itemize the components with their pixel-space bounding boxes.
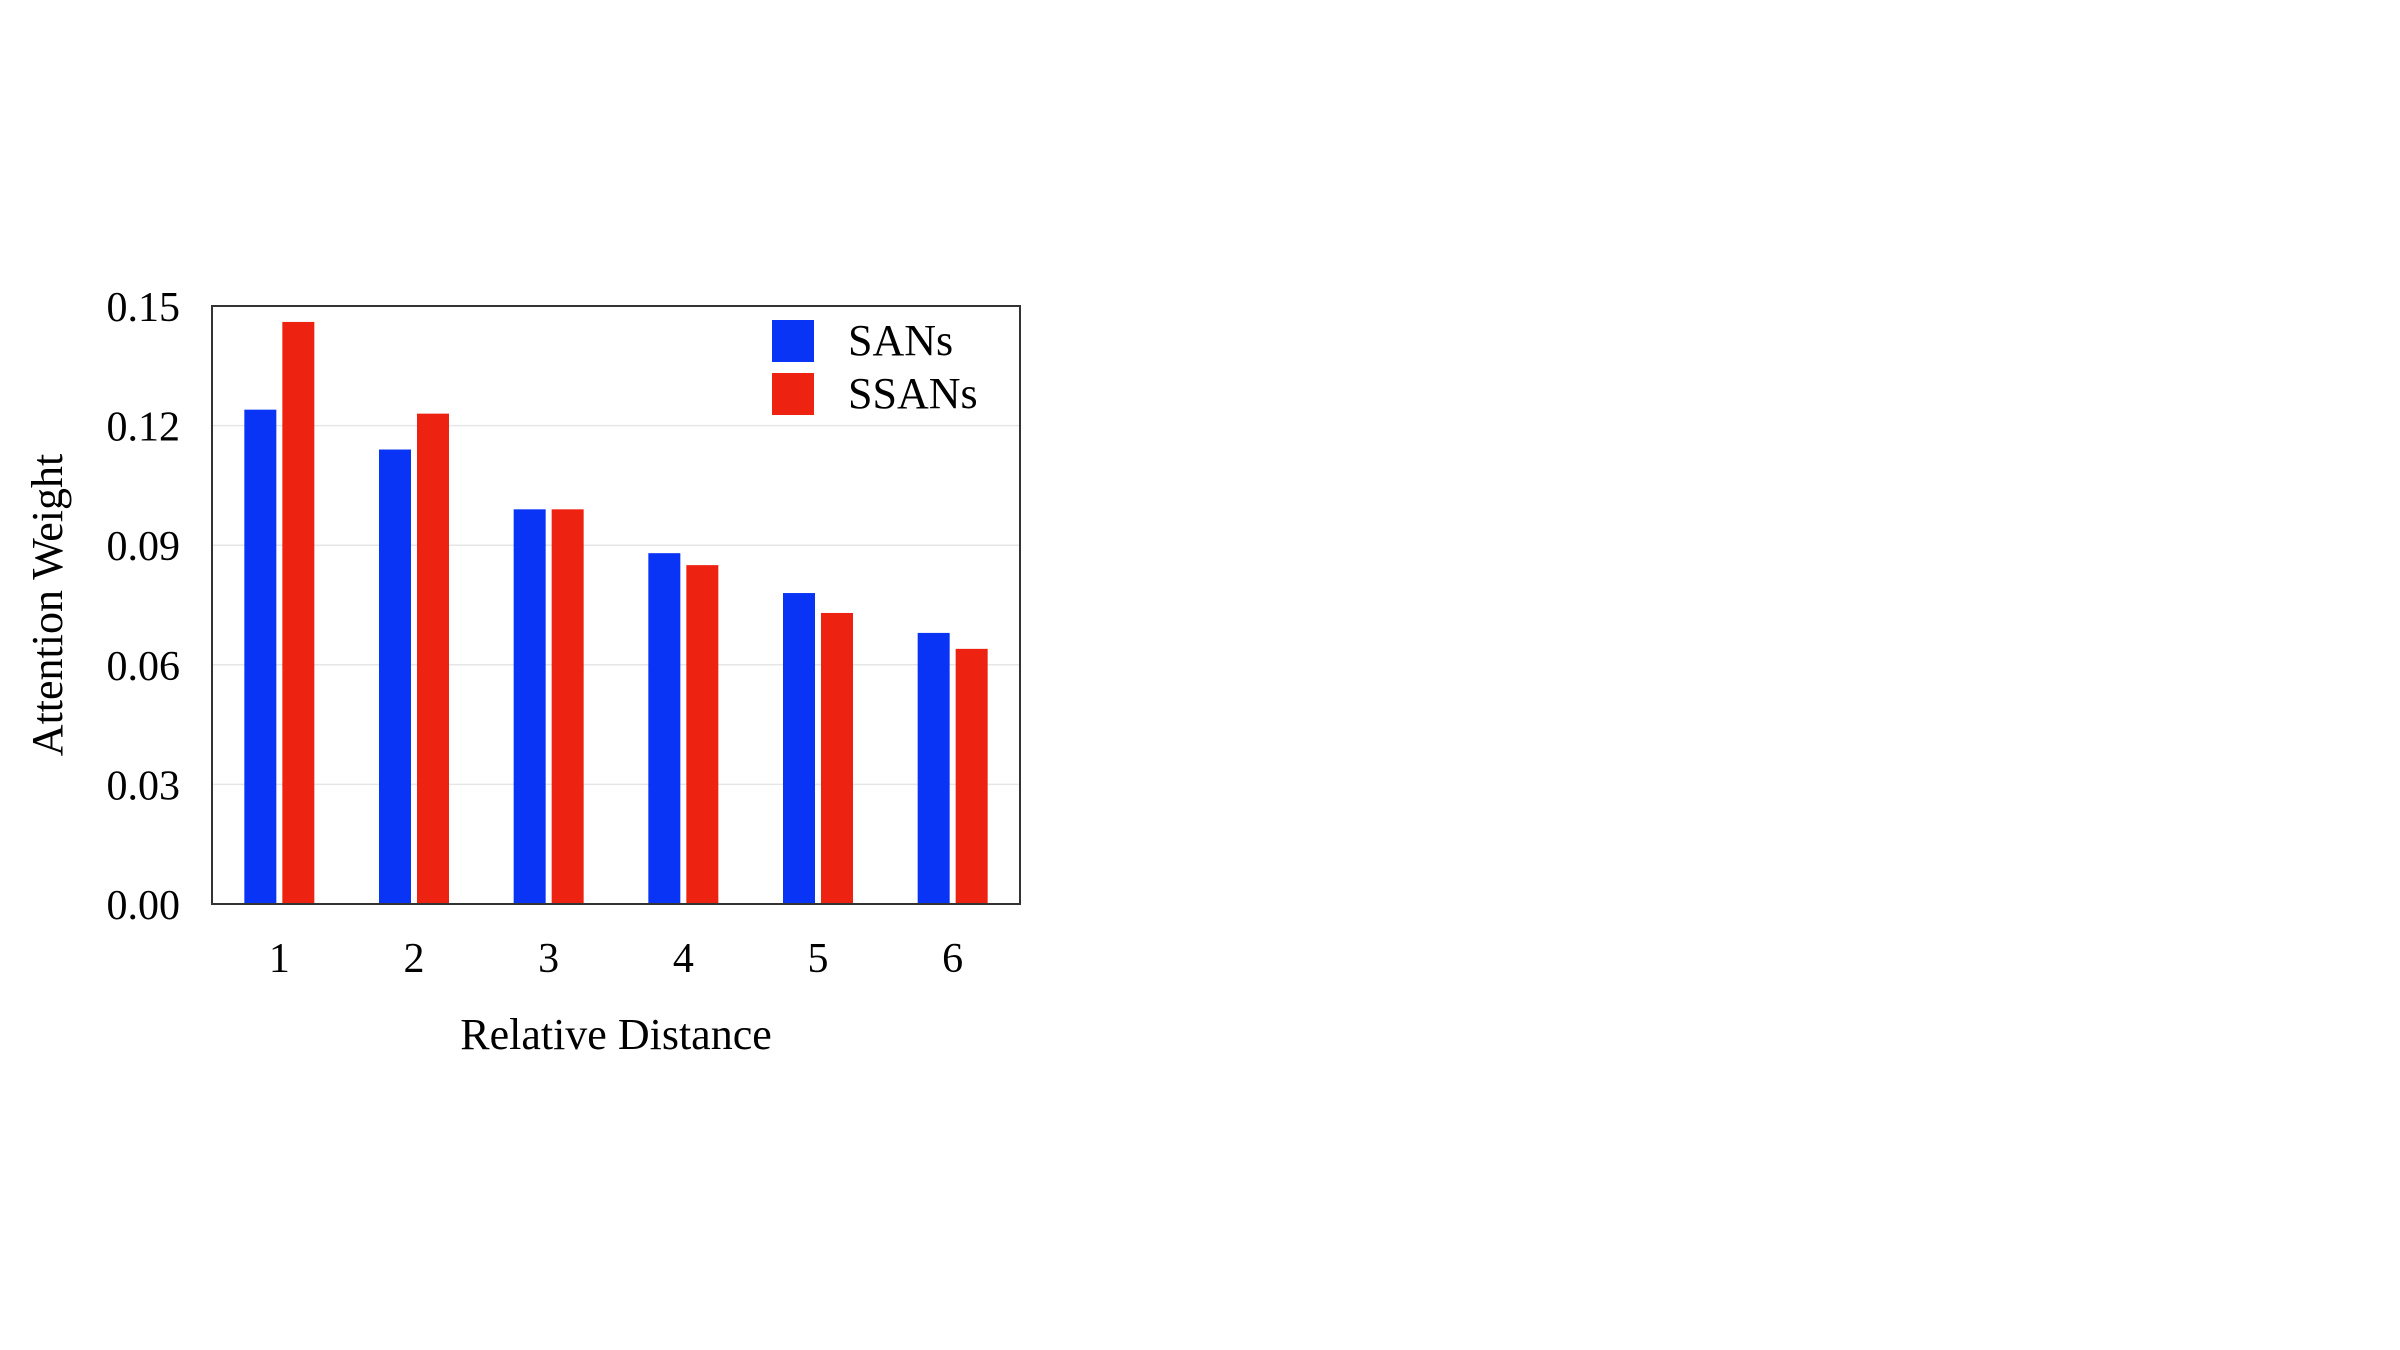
y-tick-label: 0.00 (107, 883, 181, 929)
y-tick-label: 0.06 (107, 644, 181, 690)
x-tick-label: 5 (808, 936, 829, 982)
bar-ssans-6 (955, 648, 988, 904)
legend-swatch-ssans (772, 373, 814, 415)
plot-frame (211, 305, 1021, 905)
bar-sans-4 (648, 553, 681, 904)
bar-ssans-2 (417, 413, 449, 904)
x-tick-label: 3 (538, 936, 559, 982)
legend-label-sans: SANs (848, 316, 953, 365)
gridlines (212, 424, 1020, 786)
bar-sans-2 (379, 449, 411, 904)
bar-sans-3 (513, 509, 546, 904)
bar-sans-1 (244, 409, 277, 904)
bar-ssans-4 (686, 565, 719, 904)
bar-ssans-5 (821, 612, 853, 904)
x-axis-ticks: 1 2 3 4 5 6 (269, 936, 963, 982)
y-tick-label: 0.15 (107, 285, 181, 331)
x-tick-label: 2 (404, 936, 425, 982)
y-tick-label: 0.12 (107, 405, 181, 451)
legend-label-ssans: SSANs (848, 369, 978, 418)
x-axis-title: Relative Distance (460, 1010, 772, 1059)
y-tick-label: 0.09 (107, 524, 181, 570)
x-tick-label: 4 (673, 936, 694, 982)
y-tick-label: 0.03 (107, 763, 181, 809)
x-tick-label: 6 (942, 936, 963, 982)
legend-swatch-sans (772, 320, 814, 362)
x-tick-label: 1 (269, 936, 290, 982)
bars (244, 321, 988, 904)
bar-ssans-1 (282, 321, 315, 904)
y-axis-title: Attention Weight (23, 454, 72, 756)
bar-sans-5 (783, 593, 815, 904)
bar-sans-6 (917, 632, 950, 904)
bar-ssans-3 (551, 509, 584, 904)
y-axis-ticks: 0.00 0.03 0.06 0.09 0.12 0.15 (107, 285, 181, 929)
